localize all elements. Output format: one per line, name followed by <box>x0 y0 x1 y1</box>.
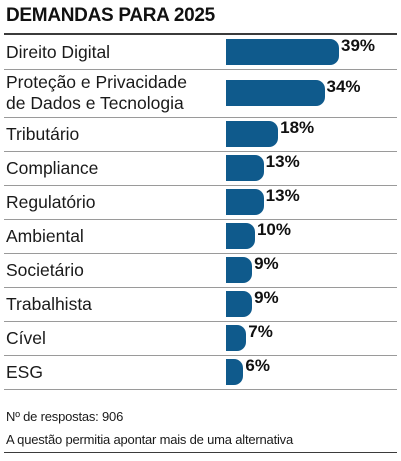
bar <box>226 223 255 249</box>
bar <box>226 359 244 385</box>
value-label: 13% <box>265 152 300 171</box>
row-divider <box>4 185 397 186</box>
value-label: 7% <box>248 322 273 341</box>
row-divider <box>4 321 397 322</box>
row-divider <box>4 151 397 152</box>
bar <box>226 121 279 147</box>
value-label: 13% <box>265 186 300 205</box>
value-label: 34% <box>326 77 361 96</box>
category-label: Ambiental <box>6 225 84 246</box>
bar <box>226 80 325 106</box>
value-label: 6% <box>245 356 270 375</box>
value-label: 9% <box>254 288 279 307</box>
category-label: Compliance <box>6 157 99 178</box>
responses-footnote: Nº de respostas: 906 <box>6 409 124 424</box>
bar <box>226 189 264 215</box>
bottom-rule <box>4 452 397 453</box>
category-label: Cível <box>6 327 46 348</box>
value-label: 10% <box>256 220 291 239</box>
row-divider <box>4 287 397 288</box>
category-label: Societário <box>6 259 84 280</box>
title-rule <box>4 33 397 35</box>
row-divider <box>4 253 397 254</box>
row-divider <box>4 69 397 70</box>
value-label: 9% <box>254 254 279 273</box>
category-label: Proteção e Privacidade de Dados e Tecnolo… <box>6 72 187 113</box>
row-divider <box>4 219 397 220</box>
question-footnote: A questão permitia apontar mais de uma a… <box>6 432 294 447</box>
category-label: Regulatório <box>6 191 96 212</box>
bar <box>226 257 253 283</box>
category-label: Trabalhista <box>6 293 92 314</box>
row-divider <box>4 117 397 118</box>
category-label: Direito Digital <box>6 41 111 62</box>
category-label: ESG <box>6 361 43 382</box>
row-divider <box>4 355 397 356</box>
chart-title: DEMANDAS PARA 2025 <box>6 5 215 26</box>
bar <box>226 291 253 317</box>
value-label: 18% <box>280 118 315 137</box>
category-label: Tributário <box>6 123 80 144</box>
row-divider <box>4 389 397 390</box>
value-label: 39% <box>341 36 376 55</box>
bar <box>226 325 247 351</box>
bar <box>226 39 339 65</box>
bar <box>226 155 264 181</box>
